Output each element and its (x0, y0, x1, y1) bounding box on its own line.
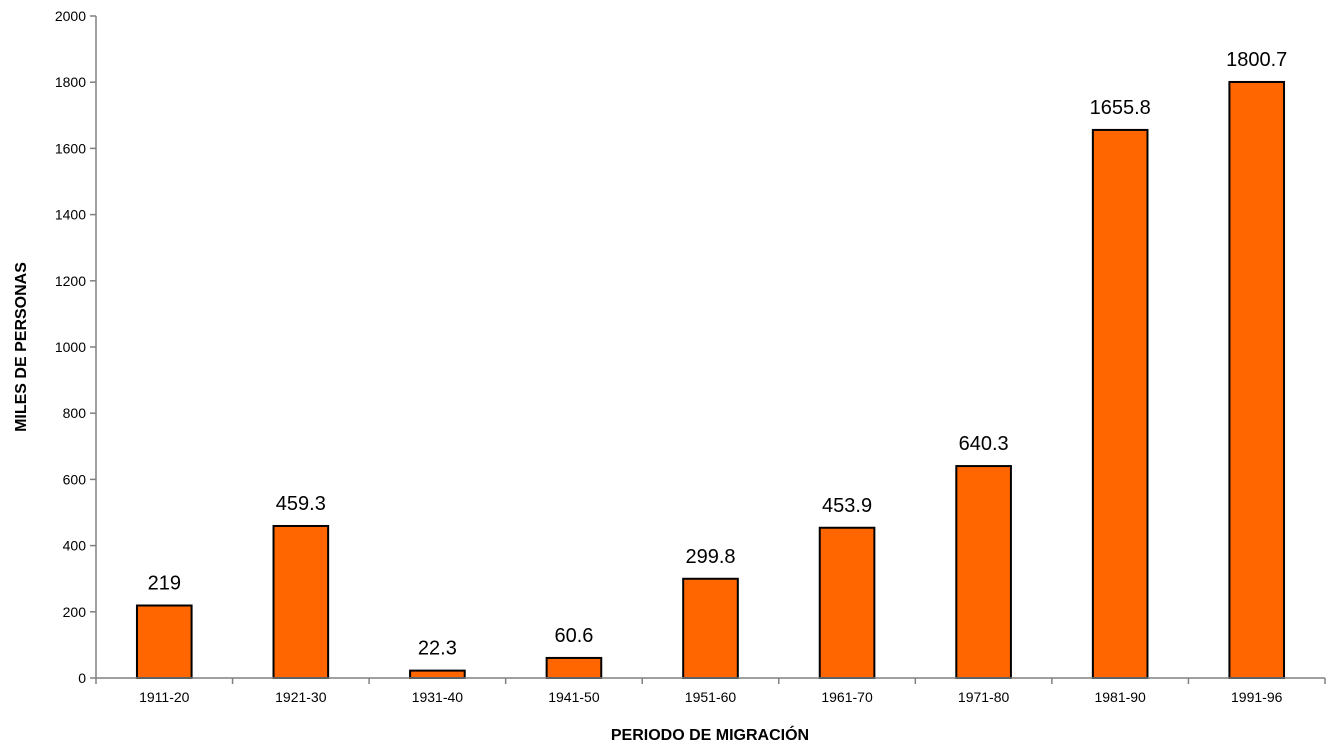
bar (1228, 80, 1286, 679)
x-tick-label: 1941-50 (548, 689, 600, 705)
bar (1091, 128, 1149, 680)
x-tick-label: 1961-70 (821, 689, 873, 705)
bar (135, 604, 193, 679)
bar-value-label: 1800.7 (1226, 49, 1287, 71)
bars (135, 80, 1286, 680)
bar-value-label: 299.8 (685, 546, 735, 568)
bar-value-label: 1655.8 (1090, 97, 1151, 119)
bar (682, 577, 739, 679)
bar (409, 669, 466, 680)
x-axis-ticks: 1911-20 1921-30 1931-40 1941-50 1951-60 1961-… (95, 678, 1326, 705)
x-tick-label: 1971-80 (958, 689, 1010, 705)
bar (955, 465, 1012, 679)
bar-value-label: 219 (148, 573, 181, 595)
bar (545, 656, 603, 680)
y-tick-label: 1800 (55, 74, 86, 90)
bar (272, 524, 330, 679)
bar-value-label: 60.6 (554, 625, 593, 647)
bar-value-label: 453.9 (822, 495, 872, 517)
x-tick-label: 1921-30 (275, 689, 327, 705)
x-tick-label: 1911-20 (139, 689, 190, 705)
y-tick-label: 0 (78, 670, 86, 686)
y-tick-label: 1400 (55, 207, 86, 223)
y-tick-label: 600 (63, 471, 87, 487)
bar-value-label: 459.3 (276, 493, 326, 515)
bar-value-label: 640.3 (959, 433, 1009, 455)
x-axis-title: PERIODO DE MIGRACIÓN (611, 725, 809, 744)
x-tick-label: 1931-40 (412, 689, 464, 705)
y-axis-title: MILES DE PERSONAS (13, 262, 30, 432)
y-tick-label: 1600 (55, 140, 86, 156)
x-tick-label: 1981-90 (1094, 689, 1146, 705)
y-tick-label: 400 (63, 538, 87, 554)
y-tick-label: 2000 (55, 8, 86, 24)
x-tick-label: 1991-96 (1231, 689, 1283, 705)
data-labels: 219 459.3 22.3 60.6 299.8 453.9 640.3 1655.8 180… (148, 49, 1288, 660)
x-tick-label: 1951-60 (685, 689, 737, 705)
bar (818, 526, 876, 679)
y-axis-ticks: 0 200 400 600 800 1000 1200 1400 1600 1800 2000 (55, 8, 96, 686)
y-tick-label: 1200 (55, 273, 86, 289)
y-tick-label: 1000 (55, 339, 86, 355)
bar-value-label: 22.3 (418, 638, 457, 660)
y-tick-label: 800 (63, 405, 87, 421)
y-tick-label: 200 (63, 604, 87, 620)
